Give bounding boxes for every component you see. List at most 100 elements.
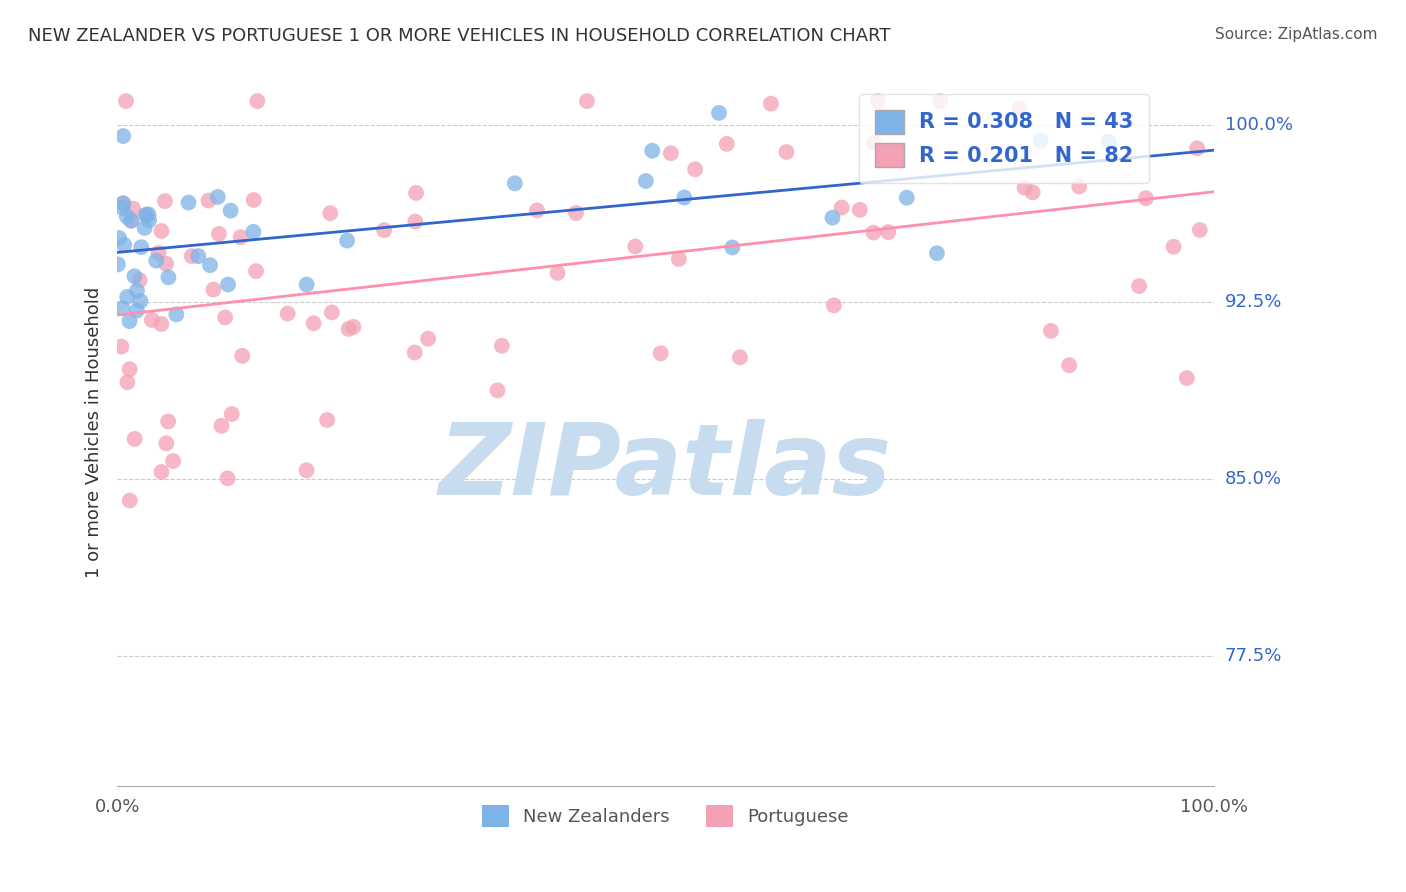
Point xyxy=(1163,240,1185,254)
Point xyxy=(831,201,853,215)
Text: 100.0%: 100.0% xyxy=(1225,116,1292,134)
Point xyxy=(295,463,318,477)
Point xyxy=(120,213,142,227)
Point xyxy=(337,322,360,336)
Point xyxy=(157,270,180,285)
Point xyxy=(1039,324,1062,338)
Point xyxy=(129,293,152,308)
Point xyxy=(211,418,233,433)
Point xyxy=(823,298,845,312)
Point xyxy=(295,277,318,292)
Point xyxy=(150,224,173,238)
Point xyxy=(1021,186,1043,200)
Point xyxy=(115,94,138,108)
Point xyxy=(177,195,200,210)
Point xyxy=(124,269,146,284)
Point xyxy=(1029,134,1052,148)
Point xyxy=(321,305,343,319)
Point xyxy=(759,96,782,111)
Point xyxy=(217,277,239,292)
Point xyxy=(650,346,672,360)
Text: 92.5%: 92.5% xyxy=(1225,293,1282,311)
Point xyxy=(135,208,157,222)
Point xyxy=(1014,180,1036,194)
Point xyxy=(110,340,132,354)
Point xyxy=(128,273,150,287)
Point xyxy=(138,213,160,227)
Point xyxy=(707,106,730,120)
Point xyxy=(112,196,135,211)
Point xyxy=(1008,101,1031,115)
Point xyxy=(118,362,141,376)
Point xyxy=(418,332,440,346)
Point xyxy=(197,194,219,208)
Point xyxy=(336,234,359,248)
Point xyxy=(342,319,364,334)
Point xyxy=(319,206,342,220)
Point xyxy=(659,146,682,161)
Legend: New Zealanders, Portuguese: New Zealanders, Portuguese xyxy=(475,797,856,834)
Point xyxy=(231,349,253,363)
Point xyxy=(373,223,395,237)
Point xyxy=(277,307,299,321)
Point xyxy=(124,432,146,446)
Point xyxy=(115,290,138,304)
Point xyxy=(208,227,231,241)
Point xyxy=(148,245,170,260)
Point xyxy=(135,208,157,222)
Point xyxy=(125,303,148,318)
Point xyxy=(242,225,264,239)
Point xyxy=(150,465,173,479)
Point xyxy=(316,413,339,427)
Point xyxy=(145,253,167,268)
Point xyxy=(641,144,664,158)
Point xyxy=(122,202,145,216)
Point xyxy=(716,136,738,151)
Point xyxy=(1175,371,1198,385)
Point xyxy=(1135,191,1157,205)
Point xyxy=(668,252,690,266)
Point xyxy=(243,193,266,207)
Point xyxy=(863,136,886,150)
Point xyxy=(1185,141,1208,155)
Point xyxy=(491,339,513,353)
Point xyxy=(219,203,242,218)
Point xyxy=(134,220,156,235)
Text: ZIPatlas: ZIPatlas xyxy=(439,419,891,516)
Point xyxy=(108,231,131,245)
Point xyxy=(862,226,884,240)
Point xyxy=(673,190,696,204)
Point xyxy=(207,190,229,204)
Point xyxy=(404,345,426,359)
Text: 85.0%: 85.0% xyxy=(1225,470,1282,488)
Point xyxy=(526,203,548,218)
Point xyxy=(107,257,129,271)
Point xyxy=(165,307,187,321)
Point xyxy=(404,214,426,228)
Point xyxy=(141,313,163,327)
Point xyxy=(112,238,135,252)
Point xyxy=(405,186,427,200)
Point xyxy=(162,454,184,468)
Point xyxy=(214,310,236,325)
Point xyxy=(634,174,657,188)
Point xyxy=(115,210,138,224)
Point xyxy=(849,202,872,217)
Point xyxy=(157,414,180,428)
Point xyxy=(202,283,225,297)
Point xyxy=(775,145,797,159)
Point xyxy=(547,266,569,280)
Point xyxy=(896,191,918,205)
Point xyxy=(138,207,160,221)
Point xyxy=(217,471,239,485)
Point xyxy=(1188,223,1211,237)
Point xyxy=(728,351,751,365)
Point xyxy=(1128,279,1150,293)
Point xyxy=(117,375,139,389)
Point xyxy=(245,264,267,278)
Point xyxy=(111,201,134,215)
Point xyxy=(503,177,526,191)
Text: Source: ZipAtlas.com: Source: ZipAtlas.com xyxy=(1215,27,1378,42)
Point xyxy=(925,246,948,260)
Point xyxy=(866,94,889,108)
